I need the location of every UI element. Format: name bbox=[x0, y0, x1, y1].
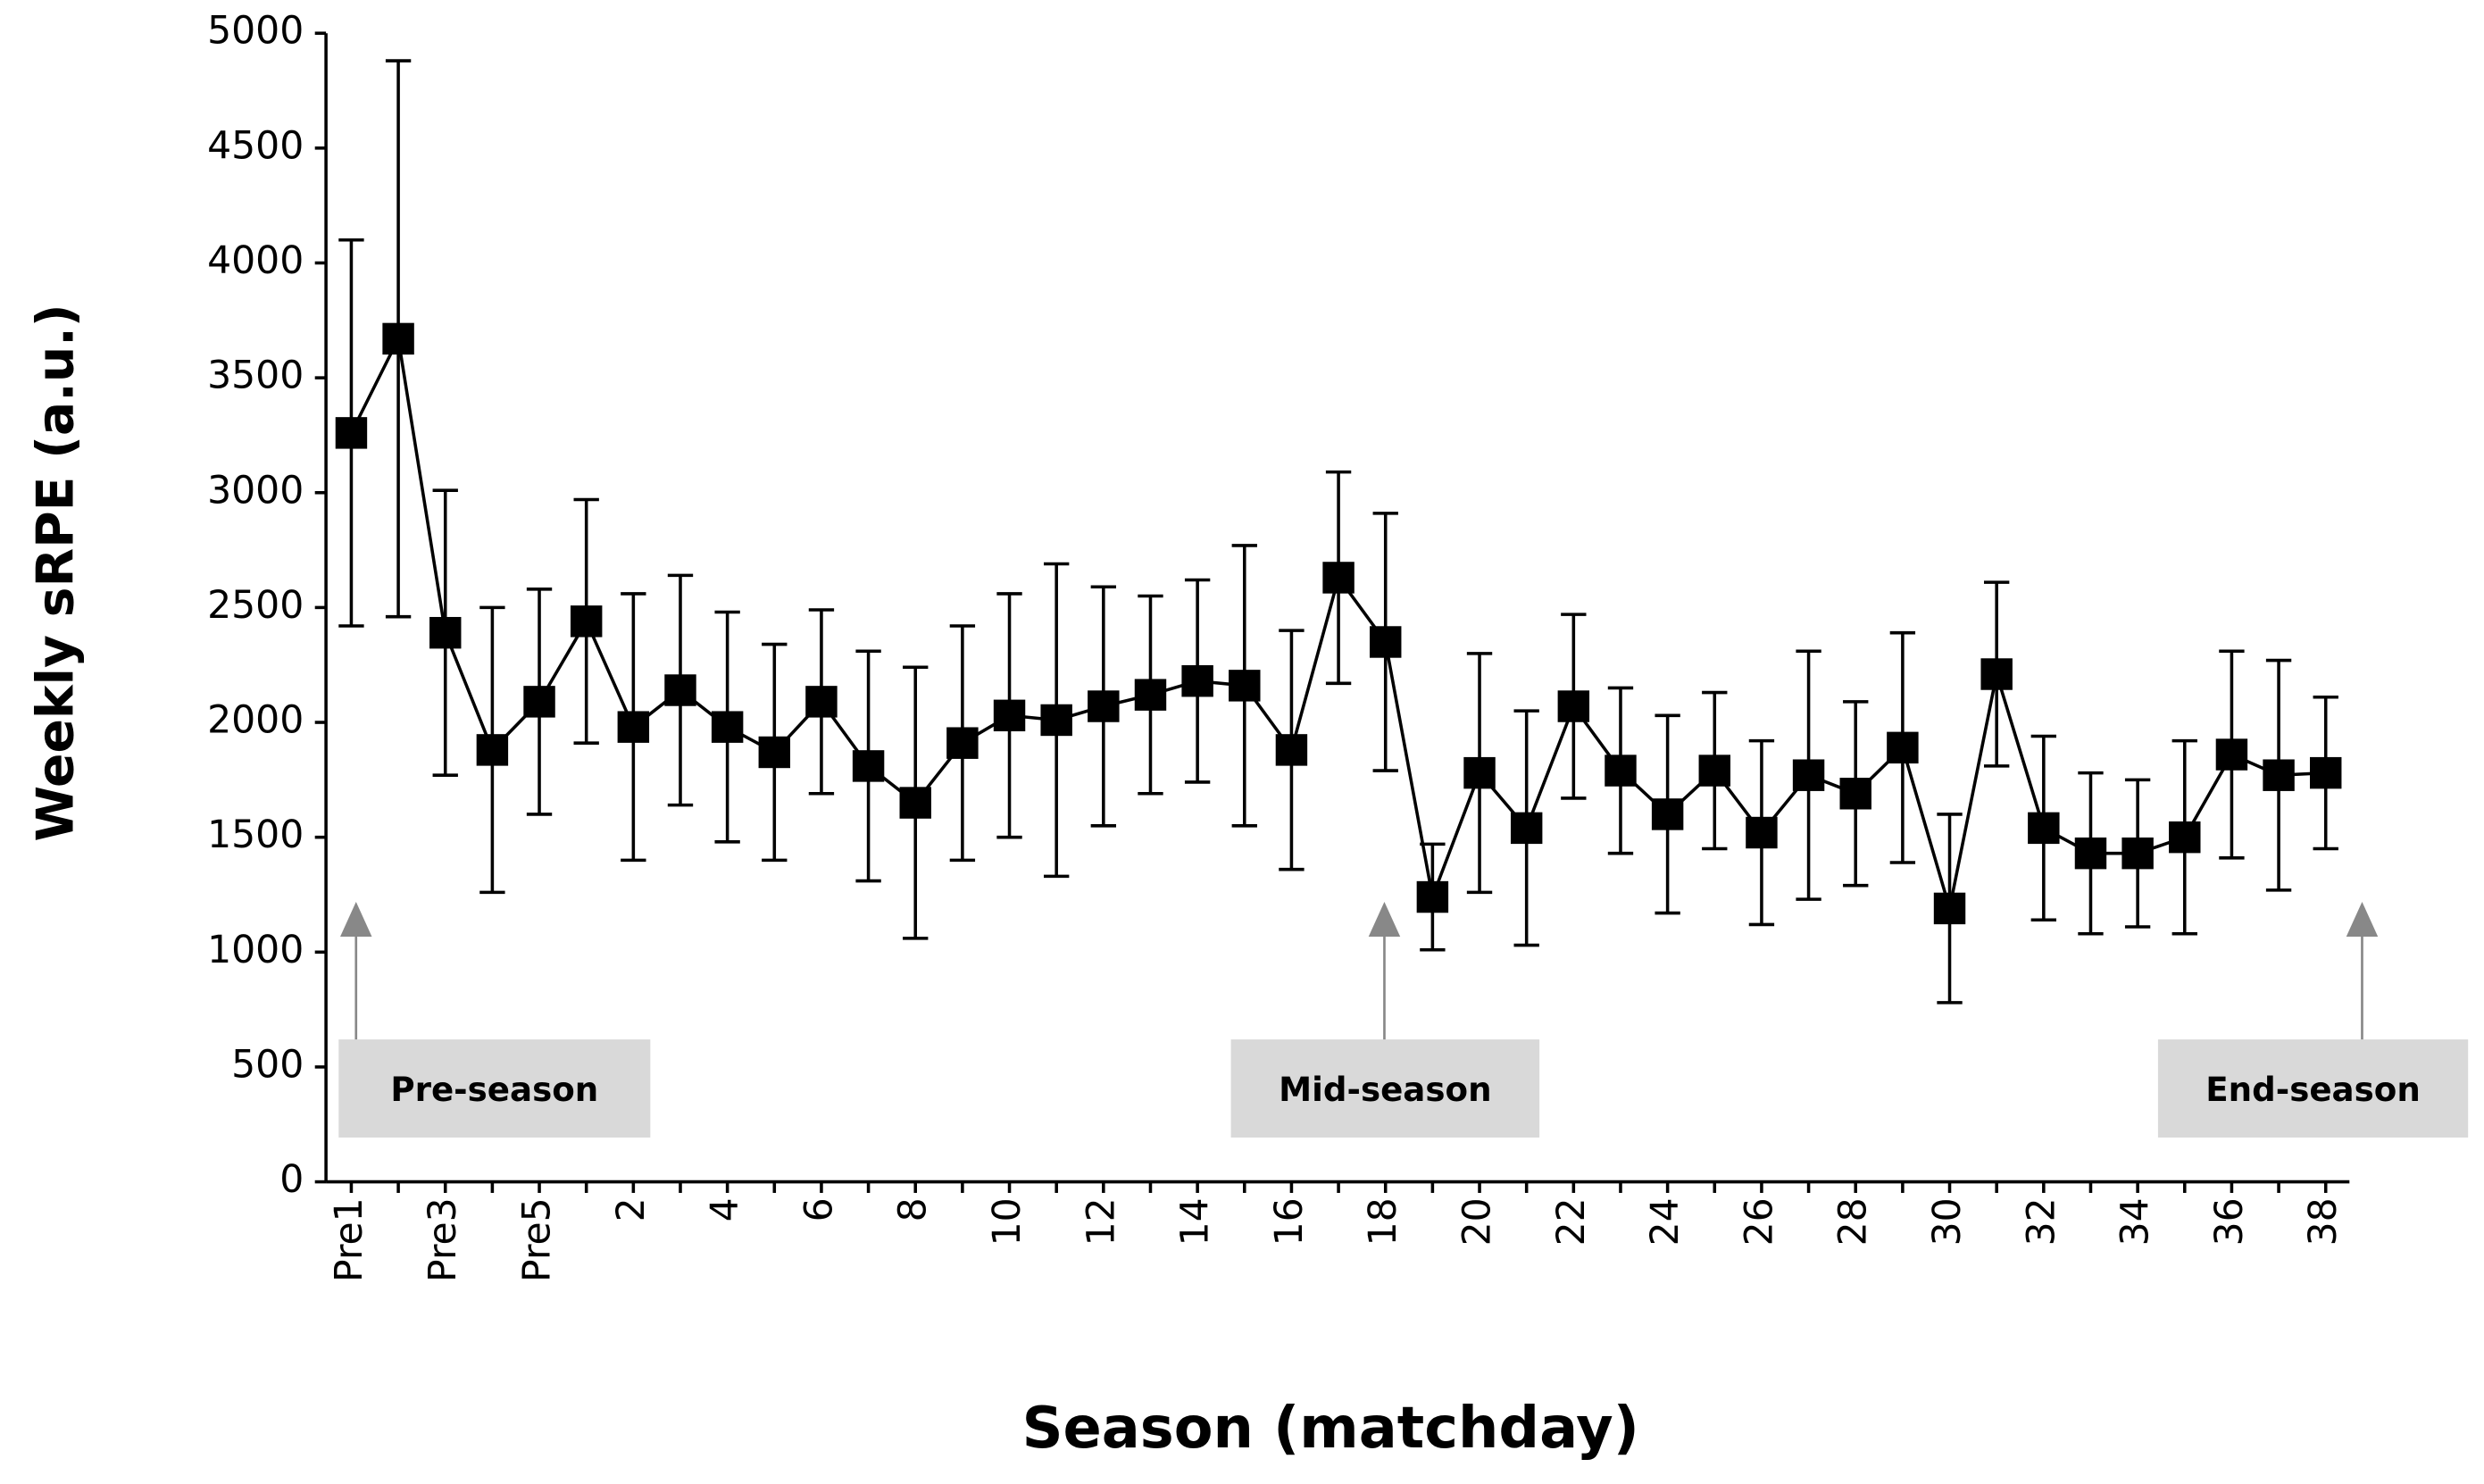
data-point bbox=[1698, 755, 1730, 787]
x-tick-label: Pre5 bbox=[516, 1197, 560, 1282]
annotation-arrowhead bbox=[340, 901, 372, 937]
data-point bbox=[805, 686, 838, 718]
data-point bbox=[2169, 821, 2201, 854]
data-point bbox=[1134, 679, 1167, 711]
x-tick-label: 24 bbox=[1644, 1197, 1688, 1246]
y-tick-label: 2000 bbox=[207, 699, 304, 743]
y-tick-label: 3500 bbox=[207, 354, 304, 398]
data-point bbox=[1040, 704, 1072, 737]
data-point bbox=[1229, 670, 1261, 702]
x-tick-label: Pre1 bbox=[328, 1197, 371, 1282]
y-tick-label: 3000 bbox=[207, 469, 304, 513]
annotation-box bbox=[338, 1039, 651, 1138]
data-point bbox=[1651, 798, 1684, 830]
x-tick-label: 8 bbox=[892, 1197, 936, 1221]
annotation-label: Pre-season bbox=[390, 1070, 598, 1109]
data-point bbox=[852, 750, 885, 782]
y-tick-label: 1500 bbox=[207, 813, 304, 857]
y-tick-label: 0 bbox=[279, 1158, 304, 1202]
y-axis-title: Weekly sRPE (a.u.) bbox=[26, 304, 85, 841]
data-point bbox=[1887, 731, 1919, 764]
data-point bbox=[429, 616, 462, 649]
x-tick-label: 16 bbox=[1268, 1197, 1312, 1246]
data-point bbox=[1181, 665, 1213, 697]
y-tick-label: 2500 bbox=[207, 584, 304, 628]
x-tick-label: 30 bbox=[1926, 1197, 1970, 1246]
data-point bbox=[2263, 759, 2295, 791]
y-tick-label: 4000 bbox=[207, 239, 304, 283]
data-point bbox=[899, 787, 931, 819]
x-tick-label: 32 bbox=[2020, 1197, 2063, 1246]
data-point bbox=[1275, 734, 1308, 766]
data-point bbox=[476, 734, 509, 766]
data-point bbox=[1839, 778, 1871, 810]
data-point bbox=[664, 674, 696, 706]
x-tick-label: 14 bbox=[1174, 1197, 1218, 1246]
data-point bbox=[1416, 880, 1449, 913]
x-tick-label: 2 bbox=[610, 1197, 654, 1221]
annotation-box bbox=[2157, 1039, 2469, 1138]
x-tick-label: 34 bbox=[2114, 1197, 2158, 1246]
data-point bbox=[1746, 816, 1778, 849]
data-point bbox=[1510, 812, 1543, 845]
data-point bbox=[1605, 755, 1637, 787]
data-point bbox=[2121, 837, 2154, 870]
data-point bbox=[1792, 759, 1825, 791]
x-tick-label: 28 bbox=[1832, 1197, 1876, 1246]
data-point bbox=[993, 699, 1026, 732]
y-tick-label: 5000 bbox=[207, 10, 304, 54]
data-point bbox=[1557, 690, 1590, 722]
x-tick-label: 4 bbox=[704, 1197, 747, 1221]
x-axis-title: Season (matchday) bbox=[1022, 1396, 1639, 1462]
data-point bbox=[1933, 892, 1966, 925]
data-point bbox=[570, 605, 603, 638]
data-point bbox=[1088, 690, 1120, 722]
x-tick-label: 10 bbox=[986, 1197, 1029, 1246]
data-point bbox=[711, 711, 744, 743]
data-point bbox=[1370, 626, 1402, 658]
data-point bbox=[2028, 812, 2060, 845]
data-point bbox=[1980, 658, 2013, 690]
annotation-label: End-season bbox=[2205, 1070, 2421, 1109]
x-tick-label: 26 bbox=[1738, 1197, 1781, 1246]
data-point bbox=[523, 686, 555, 718]
x-tick-label: 36 bbox=[2208, 1197, 2252, 1246]
y-tick-label: 4500 bbox=[207, 124, 304, 168]
data-point bbox=[382, 322, 414, 355]
data-point bbox=[946, 727, 979, 759]
x-tick-label: Pre3 bbox=[421, 1197, 465, 1282]
x-tick-label: 12 bbox=[1079, 1197, 1123, 1246]
data-point bbox=[1463, 756, 1496, 789]
y-tick-label: 500 bbox=[231, 1043, 304, 1087]
x-tick-label: 22 bbox=[1550, 1197, 1594, 1246]
data-point bbox=[2074, 837, 2107, 870]
data-point bbox=[1322, 562, 1355, 594]
annotation-box bbox=[1230, 1039, 1540, 1138]
x-tick-label: 38 bbox=[2302, 1197, 2346, 1246]
x-tick-label: 6 bbox=[797, 1197, 841, 1221]
x-tick-label: 20 bbox=[1456, 1197, 1500, 1246]
annotation-label: Mid-season bbox=[1279, 1070, 1491, 1109]
annotation-arrowhead bbox=[2346, 901, 2379, 937]
x-tick-label: 18 bbox=[1362, 1197, 1405, 1246]
data-point bbox=[2215, 738, 2248, 771]
data-point bbox=[617, 711, 650, 743]
annotation-arrowhead bbox=[1368, 901, 1401, 937]
data-point bbox=[758, 736, 791, 769]
data-point bbox=[2310, 756, 2342, 789]
data-point bbox=[335, 417, 368, 449]
y-tick-label: 1000 bbox=[207, 929, 304, 972]
